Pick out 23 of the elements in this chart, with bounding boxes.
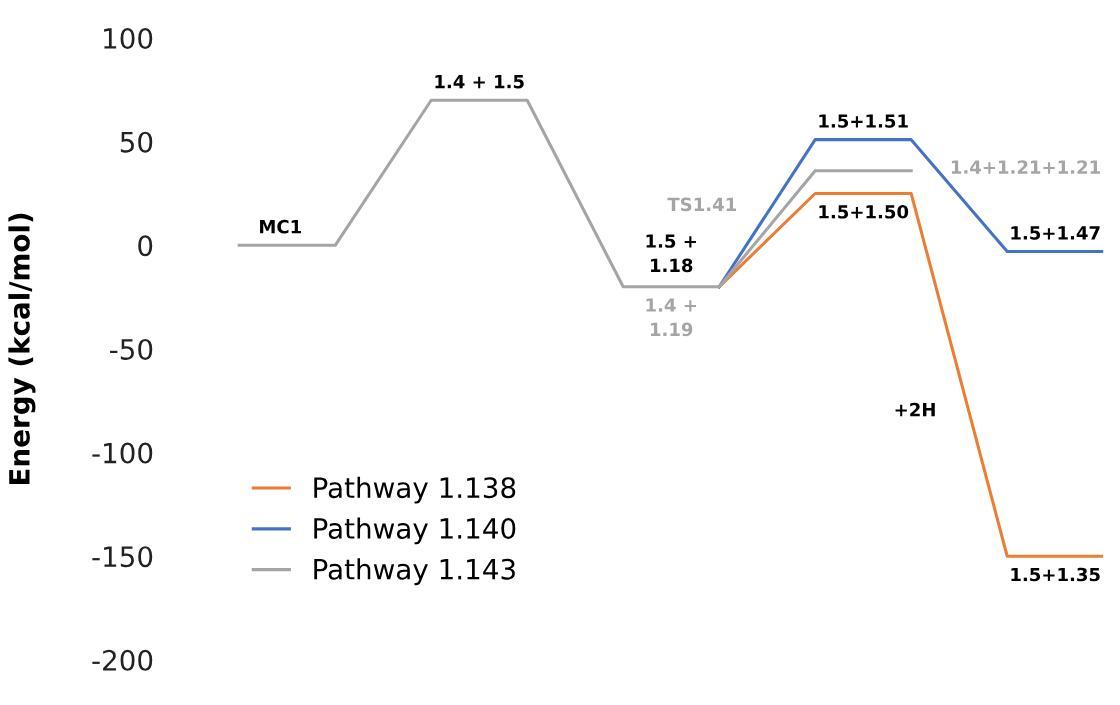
- annotation: 1.5 + 1.18: [646, 234, 696, 273]
- y-tick-label: -200: [92, 649, 153, 671]
- annotation: TS1.41: [667, 197, 736, 212]
- annotation: 1.4 + 1.19: [646, 298, 696, 337]
- legend-label: Pathway 1.140: [314, 517, 516, 545]
- y-tick-label: -150: [92, 546, 153, 568]
- annotation: 1.5+1.51: [819, 114, 908, 128]
- legend-label: Pathway 1.143: [314, 558, 515, 586]
- annotation: +2H: [895, 402, 935, 417]
- annotation: 1.5+1.47: [1011, 226, 1100, 240]
- y-axis-title: Energy (kcal/mol): [8, 213, 36, 485]
- annotation: MC1: [260, 219, 301, 234]
- y-tick-label: 0: [138, 235, 153, 257]
- y-tick-label: 100: [104, 28, 153, 50]
- annotation: 1.5+1.35: [1011, 567, 1100, 582]
- y-tick-label: 50: [120, 131, 153, 153]
- y-tick-label: -50: [110, 338, 153, 360]
- y-tick-label: -100: [92, 442, 153, 464]
- annotation: 1.4+1.21+1.21: [951, 160, 1100, 174]
- line-series: [237, 98, 913, 289]
- annotation: 1.4 + 1.5: [435, 75, 524, 89]
- legend-label: Pathway 1.138: [314, 476, 516, 504]
- annotation: 1.5+1.50: [819, 204, 909, 219]
